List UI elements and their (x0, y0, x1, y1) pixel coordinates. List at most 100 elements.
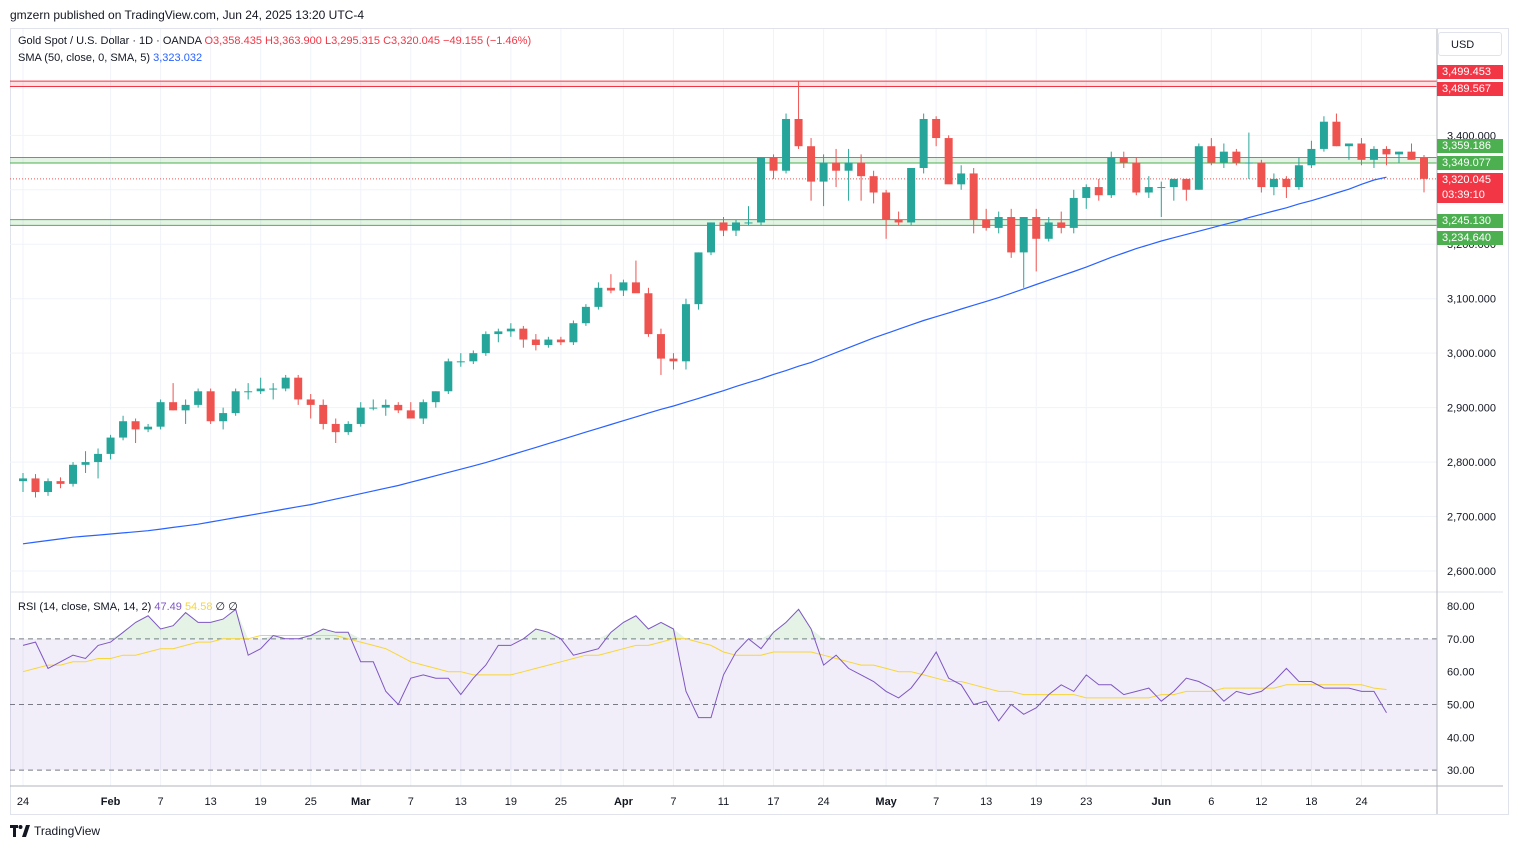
candle-body (381, 404, 390, 408)
candle-body (156, 402, 165, 427)
candle-body (344, 423, 353, 433)
candle (1344, 143, 1353, 160)
candle-body (819, 162, 828, 182)
candle-body (506, 328, 515, 332)
candle (1257, 159, 1266, 193)
brand-label: TradingView (34, 824, 101, 838)
rsi-legend: RSI (14, close, SMA, 14, 2) 47.49 54.58 … (18, 600, 238, 613)
candle (581, 304, 590, 326)
candle (1007, 208, 1016, 258)
candle (1194, 143, 1203, 190)
candle (269, 383, 278, 400)
candle (1319, 116, 1328, 152)
candle (406, 402, 415, 419)
candle (569, 320, 578, 345)
sma-line (22, 176, 1387, 545)
price-tick-label: 3,000.000 (1447, 348, 1496, 360)
candle-body (919, 118, 928, 168)
candle (131, 418, 140, 444)
candle (194, 388, 203, 408)
candle-body (894, 219, 903, 223)
candle-body (619, 282, 628, 291)
candle (1394, 151, 1403, 163)
candle-body (1407, 151, 1416, 160)
candle-body (144, 426, 153, 430)
rsi-extra-1: ∅ (215, 601, 226, 613)
time-tick-label: 13 (205, 796, 217, 808)
candle-body (131, 421, 140, 430)
currency-button[interactable]: USD (1438, 32, 1502, 56)
candle-body (1257, 162, 1266, 188)
candle-body (194, 391, 203, 405)
candle (1282, 176, 1291, 198)
candle (1044, 217, 1053, 242)
candle-body (1182, 178, 1191, 190)
candle-body (544, 339, 553, 345)
candle-body (807, 146, 816, 182)
time-tick-label: 19 (1030, 796, 1042, 808)
candle-body (44, 481, 53, 493)
candle (706, 222, 715, 256)
time-tick-label: 13 (455, 796, 467, 808)
candle (556, 336, 565, 345)
candle-body (431, 391, 440, 403)
candles-layer (19, 80, 1428, 498)
candle-body (1119, 157, 1128, 163)
candle (1082, 184, 1091, 209)
candle-body (556, 339, 565, 343)
candle (1157, 181, 1166, 218)
candle-body (1082, 187, 1091, 198)
candle-body (269, 388, 278, 390)
candle (1069, 189, 1078, 234)
time-tick-label: 17 (767, 796, 779, 808)
candle (606, 274, 615, 294)
candle (882, 189, 891, 239)
candle-body (1107, 157, 1116, 196)
candle (1307, 140, 1316, 168)
candle-body (1232, 151, 1241, 163)
candle (519, 325, 528, 348)
candle (932, 116, 941, 147)
candle (19, 472, 27, 493)
candle (431, 391, 440, 408)
resistance-zone (10, 81, 1437, 87)
candle-body (969, 173, 978, 220)
candle-body (56, 481, 65, 484)
candle (982, 208, 991, 231)
candle (1382, 146, 1391, 166)
candle-body (694, 252, 703, 305)
time-tick-label: 24 (1355, 796, 1367, 808)
candle (94, 448, 103, 479)
candle (969, 167, 978, 234)
candle-body (732, 222, 741, 231)
candle-body (494, 331, 503, 335)
grid-lines (10, 29, 1437, 786)
candle (757, 157, 766, 226)
candle (1407, 143, 1416, 160)
candle-body (531, 339, 540, 345)
candle-body (181, 404, 190, 411)
candle (857, 154, 866, 201)
candle-body (1369, 148, 1378, 160)
open-value: O3,358.435 (204, 35, 262, 47)
candle-body (907, 167, 916, 223)
candle (169, 383, 178, 411)
candle (1144, 176, 1153, 198)
candle (31, 474, 40, 498)
candle (631, 260, 640, 294)
candle (819, 154, 828, 207)
sma-label: SMA (50, close, 0, SMA, 5) (18, 52, 151, 64)
time-tick-label: Mar (351, 796, 371, 808)
sma-legend: SMA (50, close, 0, SMA, 5) 3,323.032 (18, 52, 202, 64)
tradingview-brand[interactable]: TradingView (10, 824, 100, 838)
candle (894, 211, 903, 226)
candle-body (1157, 187, 1166, 189)
candle (481, 331, 490, 356)
price-tick-label: 2,700.000 (1447, 512, 1496, 524)
candle (206, 388, 215, 424)
candle (656, 328, 665, 375)
candle (732, 219, 741, 237)
price-tick-label: 2,900.000 (1447, 403, 1496, 415)
candle (994, 211, 1003, 234)
